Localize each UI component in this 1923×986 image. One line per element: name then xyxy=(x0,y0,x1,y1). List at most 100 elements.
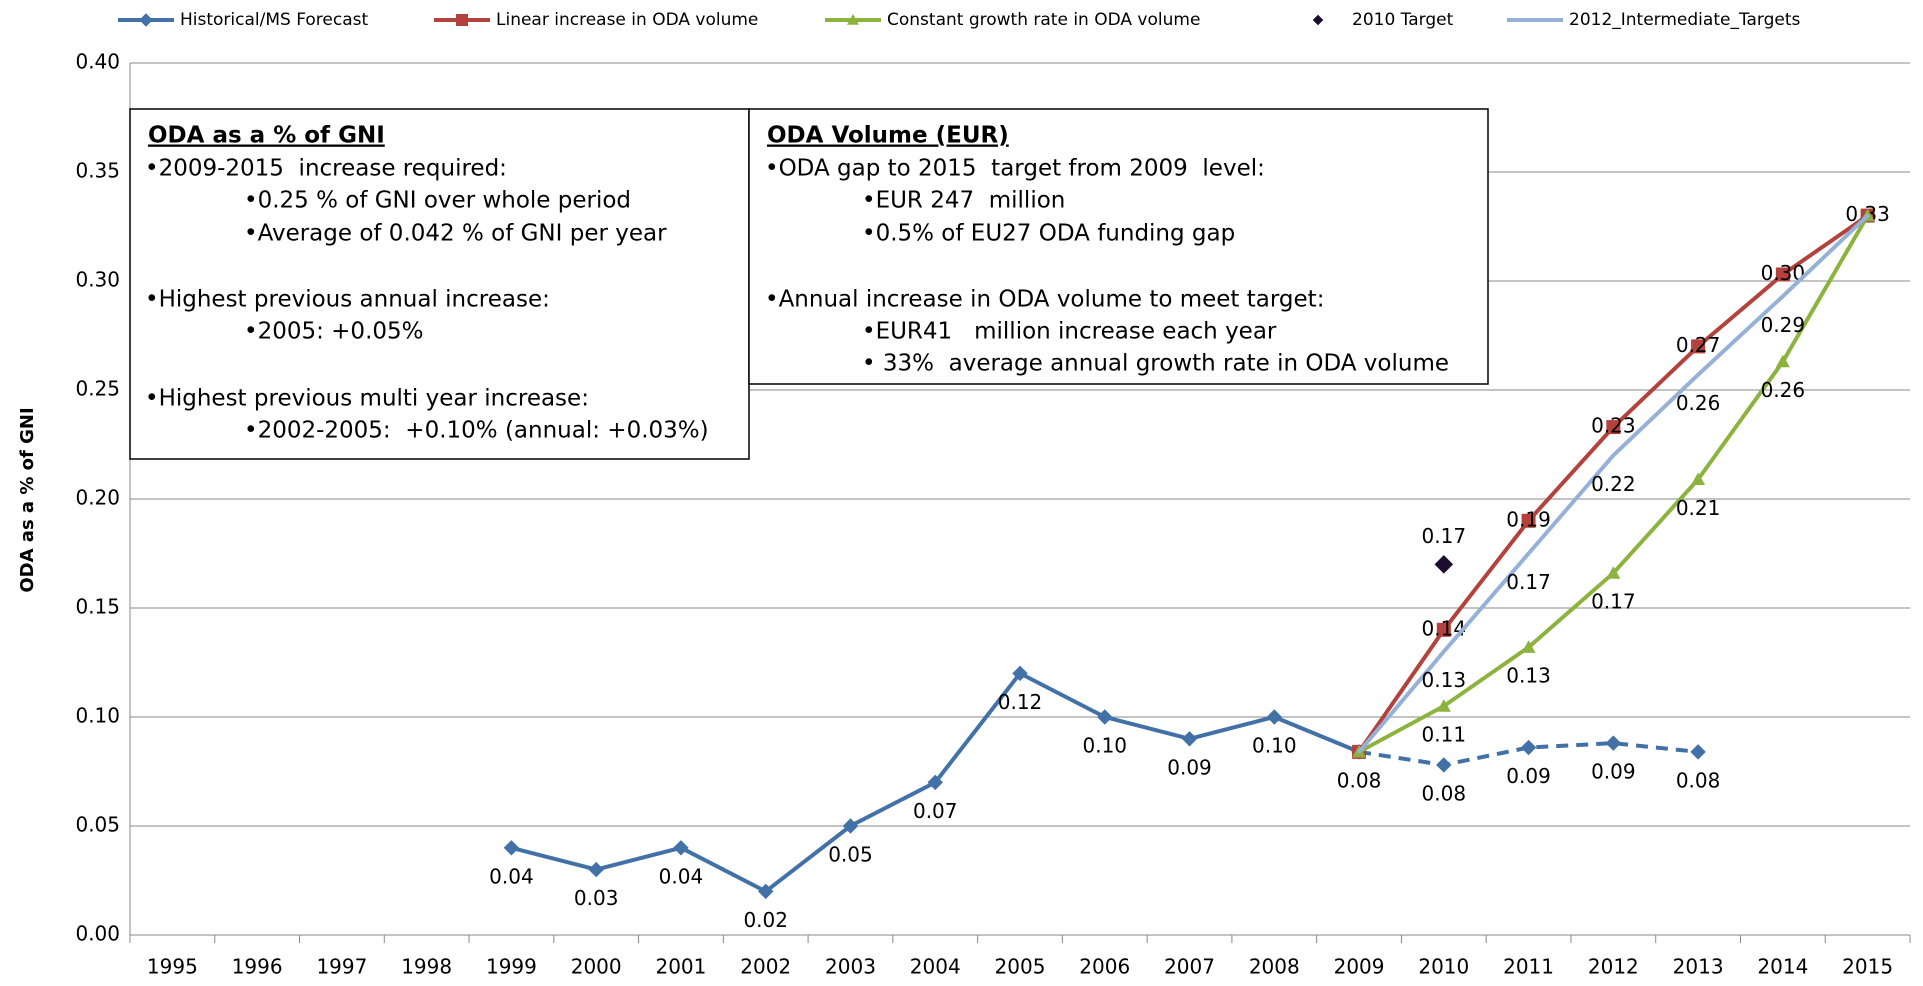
marker xyxy=(1521,513,1536,528)
box-line: •Highest previous multi year increase: xyxy=(145,386,589,412)
x-tick-label: 2015 xyxy=(1842,955,1893,979)
legend-label: Historical/MS Forecast xyxy=(180,10,368,30)
data-label: 0.14 xyxy=(1422,616,1467,640)
data-label: 0.22 xyxy=(1591,472,1636,496)
box-line: •2005: +0.05% xyxy=(244,319,424,345)
y-tick-label: 0.15 xyxy=(75,595,120,619)
marker xyxy=(1605,735,1622,751)
y-tick-label: 0.40 xyxy=(75,50,120,74)
data-label: 0.07 xyxy=(913,799,958,823)
marker xyxy=(1012,665,1028,682)
y-tick-label: 0.20 xyxy=(75,486,120,510)
point xyxy=(1357,750,1361,754)
box-line: •Average of 0.042 % of GNI per year xyxy=(244,221,667,247)
data-label: 0.02 xyxy=(743,908,788,932)
data-label: 0.04 xyxy=(659,864,704,888)
data-label: 0.13 xyxy=(1506,664,1551,688)
marker xyxy=(1775,354,1790,368)
data-label: 0.09 xyxy=(1591,760,1636,784)
series-line xyxy=(1358,741,1699,767)
marker xyxy=(1521,640,1536,653)
marker xyxy=(847,14,859,25)
marker xyxy=(1436,699,1451,712)
box-line: •2002-2005: +0.10% (annual: +0.03%) xyxy=(244,418,709,444)
point xyxy=(1781,294,1785,298)
data-label: 0.08 xyxy=(1676,768,1721,792)
legend-label: Linear increase in ODA volume xyxy=(496,10,758,30)
box-frame xyxy=(748,108,1489,385)
data-label: 0.26 xyxy=(1761,378,1806,402)
data-label: 0.17 xyxy=(1506,570,1551,594)
box-line: •ODA gap to 2015 target from 2009 level: xyxy=(765,156,1265,182)
data-label: 0.29 xyxy=(1761,313,1806,337)
data-label: 0.08 xyxy=(1422,781,1467,805)
x-tick-label: 1995 xyxy=(147,955,198,979)
x-tick-label: 1998 xyxy=(401,955,452,979)
box-line: • 33% average annual growth rate in ODA … xyxy=(862,351,1449,377)
x-tick-label: 2010 xyxy=(1418,955,1469,979)
x-tick-label: 2007 xyxy=(1164,955,1215,979)
data-label: 0.09 xyxy=(1506,764,1551,788)
x-tick-label: 2003 xyxy=(825,955,876,979)
box-line: •EUR41 million increase each year xyxy=(862,319,1277,345)
x-tick-label: 2013 xyxy=(1673,955,1724,979)
box-frame xyxy=(129,108,750,460)
marker xyxy=(673,840,689,856)
marker xyxy=(1181,731,1198,747)
marker xyxy=(1097,709,1113,725)
data-label: 0.12 xyxy=(998,690,1043,714)
data-label: 0.04 xyxy=(489,864,534,888)
box-line: •Highest previous annual increase: xyxy=(145,287,550,313)
data-label: 0.10 xyxy=(1082,734,1127,758)
data-label: 0.27 xyxy=(1676,333,1721,357)
x-tick-label: 1997 xyxy=(316,955,367,979)
y-tick-label: 0.10 xyxy=(75,704,120,728)
x-tick-label: 2014 xyxy=(1757,955,1808,979)
box-line: •2009-2015 increase required: xyxy=(145,156,507,182)
marker xyxy=(758,883,774,900)
x-tick-label: 2012 xyxy=(1588,955,1639,979)
marker xyxy=(456,14,468,26)
marker xyxy=(503,840,520,856)
data-label: 0.13 xyxy=(1422,668,1467,692)
marker xyxy=(588,861,604,878)
x-tick-label: 2005 xyxy=(995,955,1046,979)
box-line: •EUR 247 million xyxy=(862,188,1065,214)
data-label: 0.09 xyxy=(1167,755,1212,779)
data-label: 0.17 xyxy=(1422,524,1467,548)
legend-label: Constant growth rate in ODA volume xyxy=(887,10,1200,30)
marker xyxy=(139,13,153,27)
box-line: •0.25 % of GNI over whole period xyxy=(244,188,631,214)
x-tick-label: 2001 xyxy=(655,955,706,979)
marker xyxy=(1691,472,1706,485)
data-label: 0.17 xyxy=(1591,590,1636,614)
text-box: ODA Volume (EUR) •ODA gap to 2015 target… xyxy=(748,108,1489,385)
point xyxy=(1611,453,1615,457)
x-tick-label: 2008 xyxy=(1249,955,1300,979)
data-label: 0.23 xyxy=(1591,414,1636,438)
point xyxy=(1527,552,1531,555)
marker xyxy=(1690,744,1706,760)
y-tick-label: 0.35 xyxy=(75,159,120,183)
data-label: 0.10 xyxy=(1252,734,1297,758)
y-axis-label: ODA as a % of GNI xyxy=(17,407,38,592)
box-heading: ODA Volume (EUR) xyxy=(767,123,1009,149)
x-tick-label: 2011 xyxy=(1503,955,1554,979)
x-tick-label: 1999 xyxy=(486,955,537,979)
marker xyxy=(1520,739,1537,756)
point xyxy=(1696,373,1700,377)
data-label: 0.26 xyxy=(1676,391,1721,415)
x-tick-label: 2002 xyxy=(740,955,791,979)
point xyxy=(1866,214,1870,218)
marker xyxy=(1606,566,1621,579)
data-label: 0.03 xyxy=(574,886,619,910)
marker xyxy=(1433,553,1455,576)
data-label: 0.05 xyxy=(828,843,873,867)
data-label: 0.08 xyxy=(1337,768,1382,792)
legend: Historical/MS Forecast Linear increase in… xyxy=(118,10,1801,30)
marker xyxy=(1436,622,1451,637)
x-tick-label: 2006 xyxy=(1079,955,1130,979)
marker xyxy=(927,774,943,791)
x-tick-label: 2009 xyxy=(1334,955,1385,979)
